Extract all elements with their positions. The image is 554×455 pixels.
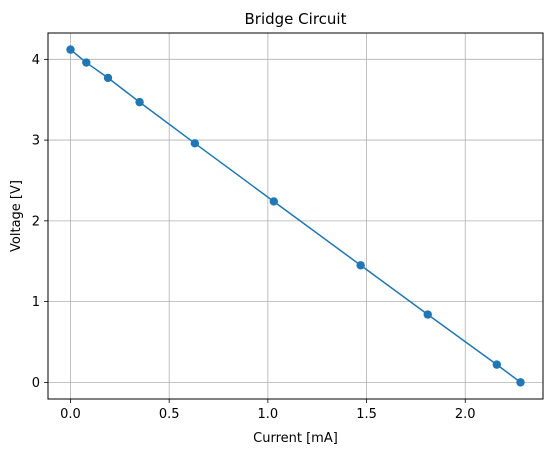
data-point [356, 261, 364, 269]
axis-ticks: 0.0 0.5 1.0 1.5 2.0 0 1 2 3 4 [32, 53, 476, 422]
x-tick-label: 1.5 [356, 407, 377, 422]
data-point [82, 58, 90, 66]
data-series [66, 45, 524, 386]
data-point [270, 197, 278, 205]
x-tick-label: 0.0 [60, 407, 81, 422]
data-point [516, 378, 524, 386]
x-axis-label: Current [mA] [253, 431, 338, 446]
y-tick-label: 3 [32, 134, 40, 149]
y-axis-label: Voltage [V] [9, 180, 24, 252]
x-tick-label: 1.0 [258, 407, 279, 422]
chart-title: Bridge Circuit [245, 10, 347, 28]
data-point [104, 74, 112, 82]
data-point [191, 139, 199, 147]
x-tick-label: 0.5 [159, 407, 180, 422]
y-tick-label: 4 [32, 53, 40, 68]
y-tick-label: 1 [32, 295, 40, 310]
y-tick-label: 2 [32, 214, 40, 229]
data-point [66, 45, 74, 53]
x-tick-label: 2.0 [455, 407, 476, 422]
data-point [424, 310, 432, 318]
y-tick-label: 0 [32, 376, 40, 391]
data-point [493, 360, 501, 368]
data-point [135, 98, 143, 106]
